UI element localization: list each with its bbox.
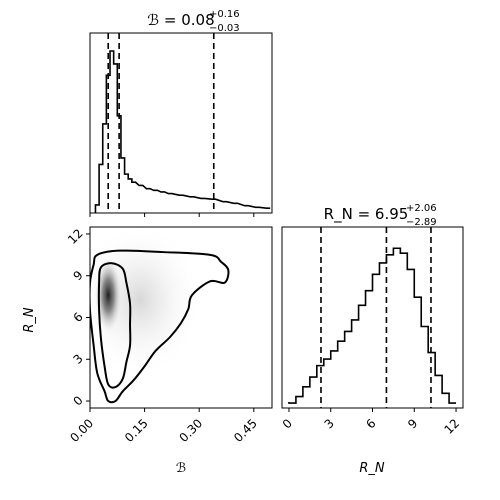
bottom-right-x-tick-label-3: 9 <box>405 416 420 431</box>
panel-top-left-histogram: ℬ = 0.08 +0.16 −0.03 <box>89 9 273 217</box>
bottom-left-x-ticks: 0.00 0.15 0.30 0.45 <box>67 408 260 445</box>
bottom-right-x-tick-label-4: 12 <box>441 416 462 437</box>
bottom-left-y-tick-label-1: 3 <box>70 351 85 366</box>
bottom-right-histogram-series <box>288 247 457 404</box>
bottom-right-quantile-lines <box>320 227 432 408</box>
bottom-right-title-upper: +2.06 <box>406 203 437 214</box>
contour-inner <box>97 262 132 389</box>
bottom-right-histogram-line <box>288 247 457 404</box>
top-left-histogram-series <box>94 50 271 213</box>
top-left-x-ticks <box>89 213 255 217</box>
bottom-right-title: R_N = 6.95 <box>324 205 409 224</box>
bottom-right-x-axis-label: R_N <box>359 461 385 476</box>
bottom-left-x-tick-label-2: 0.30 <box>177 416 206 445</box>
bottom-right-x-ticks: 0 3 6 9 12 <box>280 408 462 437</box>
bottom-right-title-main: R_N = 6.95 <box>324 205 409 224</box>
bottom-left-y-ticks: 0 3 6 9 12 <box>65 226 90 409</box>
top-left-title-main: ℬ = 0.08 <box>147 11 214 29</box>
bottom-left-x-tick-label-1: 0.15 <box>122 416 151 445</box>
panel-bottom-left-2d: 0.00 0.15 0.30 0.45 0 3 6 9 12 ℬ R_N <box>22 226 273 476</box>
top-left-histogram-line <box>94 50 271 213</box>
top-left-frame <box>89 32 273 214</box>
bottom-left-y-tick-label-2: 6 <box>70 310 85 325</box>
bottom-left-x-tick-label-0: 0.00 <box>67 416 96 445</box>
bottom-left-y-tick-label-0: 0 <box>70 393 85 408</box>
bottom-right-x-tick-label-2: 6 <box>363 416 378 431</box>
top-left-title: ℬ = 0.08 <box>147 11 214 29</box>
panel-bottom-right-histogram: 0 3 6 9 12 R_N = 6.95 +2.06 −2.89 R_N <box>280 203 464 476</box>
top-left-title-upper: +0.16 <box>209 9 240 20</box>
bottom-left-y-tick-label-3: 9 <box>70 268 85 283</box>
bottom-right-x-tick-label-0: 0 <box>280 416 295 431</box>
bottom-left-x-axis-label: ℬ <box>176 461 186 476</box>
bottom-right-title-lower: −2.89 <box>406 217 437 228</box>
top-left-quantile-lines <box>107 33 215 213</box>
bottom-left-x-tick-label-3: 0.45 <box>231 416 260 445</box>
bottom-right-x-tick-label-1: 3 <box>322 416 337 431</box>
density-peak <box>94 255 123 336</box>
bottom-left-y-tick-label-4: 12 <box>65 226 86 247</box>
bottom-left-y-axis-label: R_N <box>22 307 37 333</box>
contour-outer <box>90 249 230 404</box>
top-left-title-lower: −0.03 <box>209 23 240 34</box>
